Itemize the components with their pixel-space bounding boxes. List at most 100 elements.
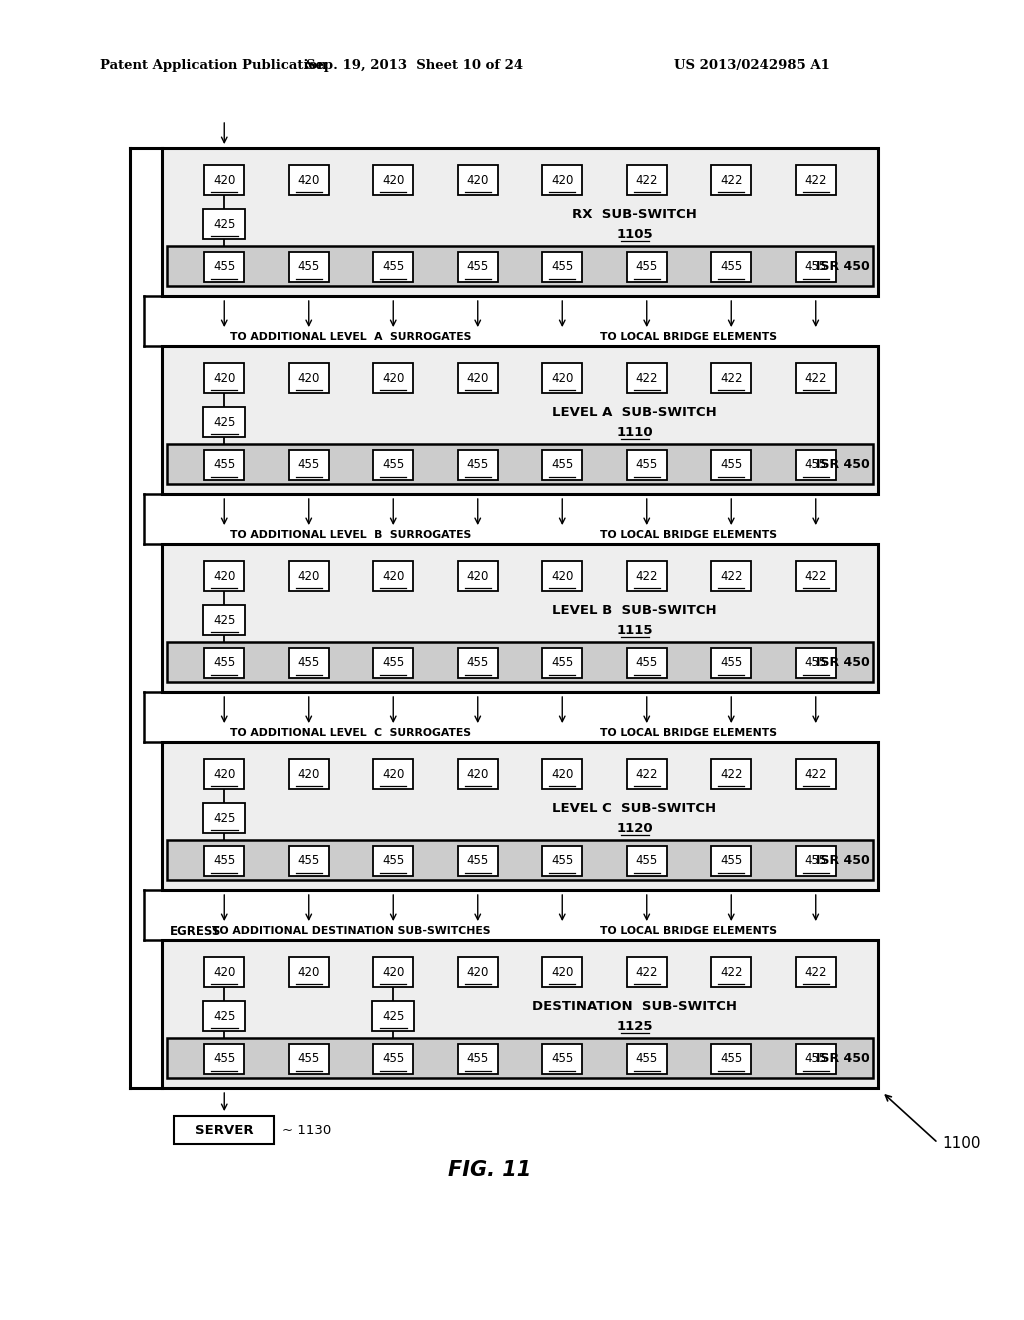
Text: 422: 422 [720,767,742,780]
Text: 455: 455 [551,458,573,471]
Text: TO ADDITIONAL LEVEL  A  SURROGATES: TO ADDITIONAL LEVEL A SURROGATES [230,333,472,342]
Text: 422: 422 [805,173,827,186]
Bar [374,648,414,678]
Bar [162,940,878,1088]
Text: 420: 420 [298,371,319,384]
Text: 455: 455 [298,656,319,669]
Bar [458,363,498,393]
Bar [289,1044,329,1074]
Bar [204,363,245,393]
Text: 455: 455 [551,854,573,867]
Bar [373,1001,415,1031]
Bar [796,759,836,789]
Bar [796,450,836,480]
Text: 422: 422 [720,173,742,186]
Text: 420: 420 [551,767,573,780]
Bar [204,450,245,480]
Bar [374,957,414,987]
Text: 425: 425 [213,218,236,231]
Bar [203,605,246,635]
Text: 420: 420 [213,965,236,978]
Bar [374,759,414,789]
Bar [289,561,329,591]
Text: 422: 422 [805,569,827,582]
Bar [374,363,414,393]
Text: 455: 455 [805,1052,826,1065]
Bar [796,252,836,282]
Text: 422: 422 [636,173,658,186]
Text: 455: 455 [805,854,826,867]
Text: 425: 425 [213,812,236,825]
Bar [289,759,329,789]
Text: ~ 1130: ~ 1130 [283,1123,332,1137]
Text: 455: 455 [298,458,319,471]
Text: 422: 422 [636,965,658,978]
Text: 455: 455 [467,656,488,669]
Text: 455: 455 [805,260,826,273]
Bar [289,363,329,393]
Bar [162,346,878,494]
Text: 420: 420 [298,173,319,186]
Text: ISR 450: ISR 450 [816,854,870,867]
Bar [627,252,667,282]
Bar [796,363,836,393]
Bar [167,444,873,484]
Bar [796,561,836,591]
Text: 1100: 1100 [942,1135,981,1151]
Bar [543,846,583,876]
Text: LEVEL A  SUB-SWITCH: LEVEL A SUB-SWITCH [552,407,717,420]
Text: 455: 455 [298,854,319,867]
Text: 455: 455 [636,854,657,867]
Text: 420: 420 [467,569,488,582]
Bar [543,252,583,282]
Bar [458,759,498,789]
Bar [374,561,414,591]
Bar [712,561,752,591]
Text: TO LOCAL BRIDGE ELEMENTS: TO LOCAL BRIDGE ELEMENTS [600,333,777,342]
Bar [204,561,245,591]
Text: 455: 455 [213,260,236,273]
Text: 420: 420 [467,965,488,978]
Bar [289,450,329,480]
Text: TO LOCAL BRIDGE ELEMENTS: TO LOCAL BRIDGE ELEMENTS [600,927,777,936]
Text: 422: 422 [636,569,658,582]
Bar [203,1001,246,1031]
Text: 420: 420 [382,173,404,186]
Text: TO ADDITIONAL LEVEL  B  SURROGATES: TO ADDITIONAL LEVEL B SURROGATES [230,531,472,540]
Text: 455: 455 [636,458,657,471]
Text: 455: 455 [467,458,488,471]
Text: 455: 455 [551,1052,573,1065]
Bar [289,648,329,678]
Text: 422: 422 [720,569,742,582]
Bar [543,759,583,789]
Text: 420: 420 [213,371,236,384]
Text: 422: 422 [720,965,742,978]
Text: 420: 420 [551,569,573,582]
Bar [458,252,498,282]
Bar [204,1044,245,1074]
Text: 455: 455 [382,656,404,669]
Text: 420: 420 [551,173,573,186]
Text: ISR 450: ISR 450 [816,260,870,273]
Text: 455: 455 [720,458,742,471]
Bar [167,1038,873,1078]
Text: ISR 450: ISR 450 [816,458,870,471]
Text: DESTINATION  SUB-SWITCH: DESTINATION SUB-SWITCH [532,1001,737,1014]
Text: Patent Application Publication: Patent Application Publication [100,58,327,71]
Bar [543,165,583,195]
Text: 425: 425 [213,1010,236,1023]
Bar [289,252,329,282]
Text: 422: 422 [805,371,827,384]
Bar [627,759,667,789]
Bar [203,803,246,833]
Bar [543,363,583,393]
Text: 455: 455 [382,854,404,867]
Bar [162,544,878,692]
Bar [167,840,873,880]
Text: 422: 422 [636,767,658,780]
Text: 420: 420 [382,767,404,780]
Bar [458,165,498,195]
Bar [712,957,752,987]
Bar [712,165,752,195]
Text: 455: 455 [213,1052,236,1065]
